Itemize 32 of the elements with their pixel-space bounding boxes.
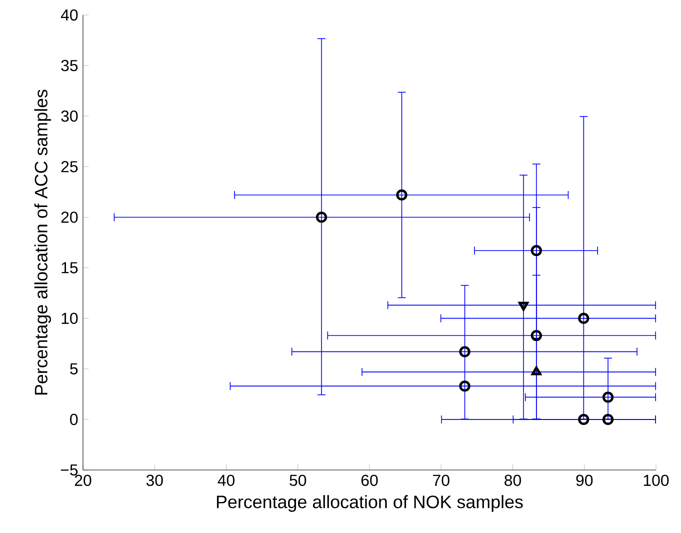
x-tick-label: 40 [218, 474, 234, 486]
point [602, 392, 614, 403]
y-tick-label: 15 [62, 262, 78, 274]
y-tick-label: 5 [70, 363, 78, 374]
y-axis-title: Percentage allocation of ACC samples [34, 90, 52, 395]
x-tick-label: 80 [504, 474, 521, 486]
point [578, 414, 590, 426]
y-tick-label: 40 [60, 9, 78, 21]
y-tick-label: 30 [61, 110, 78, 122]
x-tick-label: 100 [644, 474, 669, 486]
point [459, 380, 470, 392]
x-axis-title: Percentage allocation of NOK samples [216, 495, 523, 512]
y-tick-label: 20 [61, 212, 78, 223]
x-tick-label: 70 [433, 474, 450, 486]
point [518, 302, 528, 311]
y-tick-label: 35 [61, 60, 78, 72]
x-tick-label: 50 [290, 474, 306, 486]
point [396, 189, 408, 201]
x-tick-label: 30 [146, 474, 163, 486]
y-tick-label: 25 [61, 161, 78, 172]
y-tick-label: −5 [60, 464, 78, 476]
x-tick-label: 60 [361, 474, 378, 486]
point [530, 330, 542, 342]
point [578, 312, 590, 324]
point [530, 245, 542, 256]
point [459, 346, 470, 358]
point [531, 366, 542, 376]
x-tick-label: 90 [576, 474, 593, 486]
point [316, 212, 328, 223]
y-tick-label: 10 [62, 312, 78, 324]
point [602, 414, 614, 426]
y-tick-label: 0 [70, 414, 78, 426]
